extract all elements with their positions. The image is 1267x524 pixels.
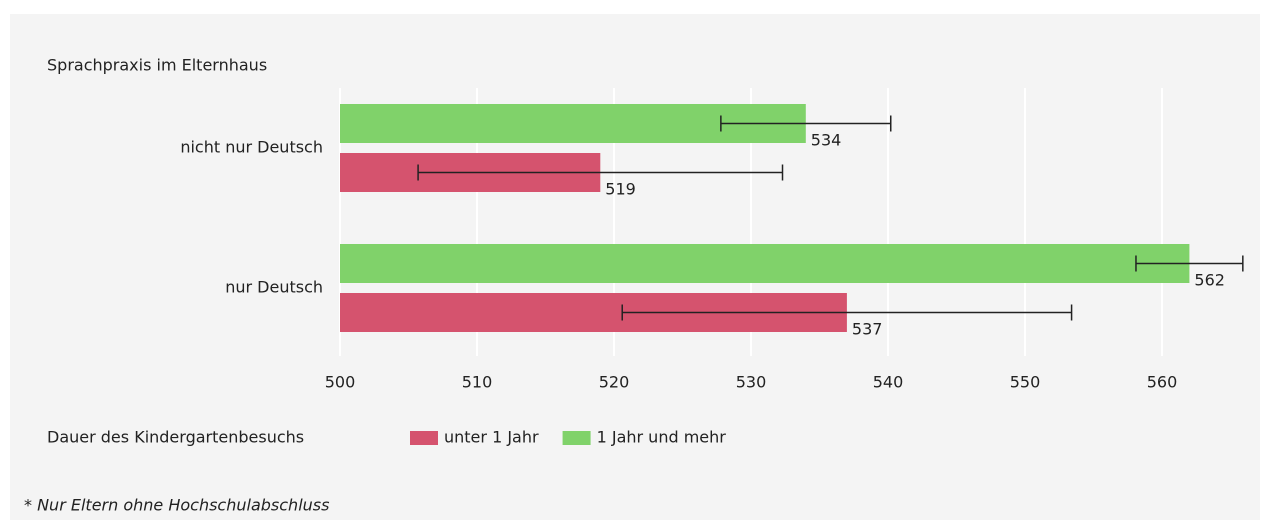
legend-swatch (562, 431, 591, 445)
value-label: 562 (1194, 271, 1225, 290)
x-tick-label: 540 (873, 373, 904, 392)
error-bar (1135, 255, 1244, 272)
legend-title: Dauer des Kindergartenbesuchs (47, 428, 304, 447)
value-label: 537 (852, 320, 883, 339)
value-label: 519 (605, 180, 636, 199)
x-tick-label: 500 (325, 373, 356, 392)
bar (340, 244, 1190, 283)
legend-label: unter 1 Jahr (444, 428, 539, 447)
x-tick-label: 510 (462, 373, 493, 392)
error-bar (417, 164, 784, 181)
error-bar (621, 304, 1073, 321)
x-tick-label: 560 (1147, 373, 1178, 392)
y-axis-title: Sprachpraxis im Elternhaus (47, 56, 267, 75)
x-tick-label: 550 (1010, 373, 1041, 392)
y-tick-label: nicht nur Deutsch (180, 138, 323, 157)
x-tick-label: 520 (599, 373, 630, 392)
x-tick-label: 530 (736, 373, 767, 392)
legend-swatch (410, 431, 438, 445)
y-tick-label: nur Deutsch (225, 278, 323, 297)
legend-label: 1 Jahr und mehr (597, 428, 727, 447)
footnote: * Nur Eltern ohne Hochschulabschluss (24, 496, 329, 515)
error-bar (720, 115, 892, 132)
value-label: 534 (811, 131, 842, 150)
